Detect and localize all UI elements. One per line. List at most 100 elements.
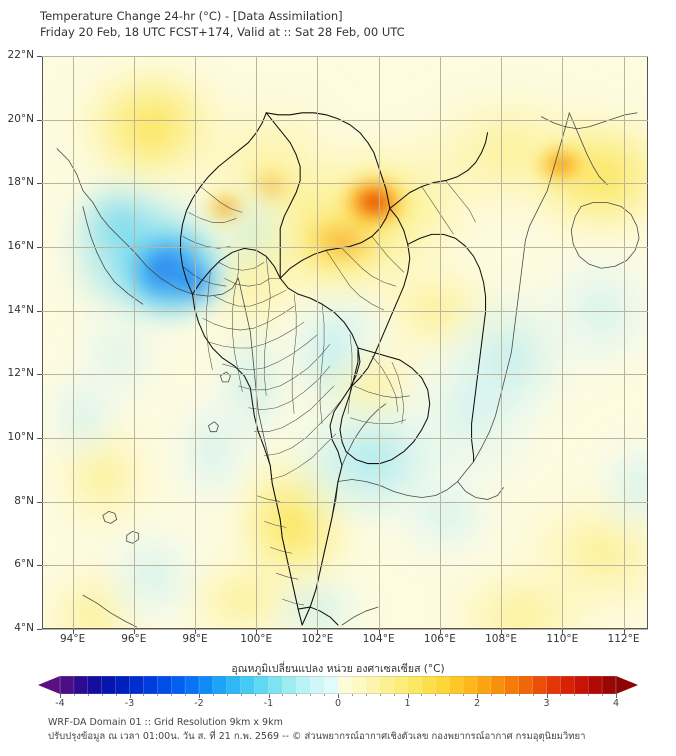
gridline-lon — [195, 56, 197, 629]
tick-lon — [623, 629, 625, 634]
colorbar-tick-minor — [365, 694, 367, 696]
colorbar-tick-minor — [532, 694, 534, 696]
axis-label-lon: 110°E — [546, 633, 579, 645]
tick-lat — [37, 438, 42, 439]
gridline-lat — [42, 56, 648, 57]
tick-lon — [501, 629, 503, 634]
gridline-lat — [42, 374, 648, 376]
colorbar-tick-minor — [157, 694, 159, 696]
gridline-lat — [42, 501, 648, 503]
gridline-lon — [439, 56, 441, 629]
axis-label-lon: 102°E — [301, 633, 334, 645]
colorbar-tick-minor — [254, 694, 256, 696]
axis-label-lat: 10°N — [7, 431, 34, 443]
axis-label-lat: 18°N — [7, 176, 34, 189]
colorbar-tick-minor — [226, 694, 228, 696]
colorbar-tick-minor — [435, 694, 437, 696]
gridline-lat — [42, 438, 648, 439]
colorbar-tick-minor — [87, 694, 89, 696]
colorbar-tick-label: 1 — [404, 698, 411, 709]
tick-lon — [133, 629, 135, 634]
tick-lat — [37, 119, 42, 121]
colorbar-tick-label: 0 — [334, 698, 342, 709]
colorbar-tick-minor — [115, 694, 117, 696]
tick-lat — [37, 629, 42, 630]
colorbar-tick-minor — [393, 694, 395, 696]
colorbar-tick-minor — [240, 694, 242, 696]
colorbar-tick-minor — [574, 694, 576, 696]
gridline-lat — [42, 565, 648, 567]
colorbar-tick-minor — [449, 694, 451, 696]
colorbar-tick-label: -2 — [194, 698, 204, 709]
colorbar-tick-minor — [379, 694, 381, 696]
tick-lon — [256, 629, 258, 634]
colorbar-tick-minor — [560, 694, 562, 696]
gridline-lat — [42, 310, 648, 312]
colorbar-tick-minor — [421, 694, 423, 696]
colorbar-tick-major — [477, 694, 478, 698]
axis-label-lon: 106°E — [423, 633, 456, 645]
colorbar-tick-label: 3 — [543, 698, 550, 709]
axis-label-lon: 104°E — [362, 633, 395, 645]
axis-label-lon: 100°E — [240, 633, 273, 645]
colorbar-tick-major — [199, 694, 200, 698]
tick-lat — [37, 374, 42, 376]
tick-lon — [439, 629, 441, 634]
gridline-lon — [317, 56, 319, 629]
colorbar-tick-minor — [282, 694, 284, 696]
colorbar-tick-minor — [504, 694, 506, 696]
gridline-lon — [501, 56, 503, 629]
colorbar-tick-major — [338, 694, 339, 698]
colorbar-tick-minor — [463, 694, 465, 696]
colorbar-tick-minor — [101, 694, 103, 696]
gridline-lat — [42, 119, 648, 121]
tick-lon — [562, 629, 564, 634]
colorbar-tick-label: -1 — [263, 698, 274, 709]
colorbar-tick-major — [268, 694, 270, 698]
colorbar-tick-major — [60, 694, 61, 698]
colorbar[interactable] — [38, 676, 638, 694]
axis-label-lat: 12°N — [7, 367, 34, 380]
colorbar-tick-minor — [73, 694, 75, 696]
map-figure: 94°E 96°E 98°E 100°E 102°E 104°E 106°E 108°E 110… — [7, 49, 648, 645]
axis-label-lat: 8°N — [14, 494, 34, 507]
axis-label-lon: 108°E — [485, 633, 518, 645]
axis-label-lat: 14°N — [7, 303, 34, 316]
colorbar-tick-minor — [212, 694, 214, 696]
colorbar-tick-major — [616, 694, 617, 698]
colorbar-tick-minor — [588, 694, 590, 696]
axis-label-lon: 98°E — [182, 633, 208, 645]
colorbar-tick-major — [546, 694, 548, 698]
footer-credit-line: ปรับปรุงข้อมูล ณ เวลา 01:00น. วัน ส. ที่… — [48, 731, 586, 742]
colorbar-tick-minor — [602, 694, 604, 696]
colorbar-tick-minor — [490, 694, 492, 696]
tick-lat — [37, 247, 42, 248]
colorbar-tick-minor — [185, 694, 187, 696]
gridline-lon — [72, 56, 74, 629]
axis-label-lon: 112°E — [607, 633, 640, 645]
gridline-lon — [133, 56, 135, 629]
footer-domain-line: WRF-DA Domain 01 :: Grid Resolution 9km … — [48, 717, 283, 728]
tick-lat — [37, 310, 42, 312]
temperature-anomaly-field — [43, 57, 647, 628]
colorbar-tick-major — [407, 694, 409, 698]
tick-lon — [72, 629, 74, 634]
tick-lat — [37, 565, 42, 567]
axis-label-lon: 96°E — [121, 633, 147, 645]
gridline-lon — [378, 56, 380, 629]
colorbar-tick-label: -3 — [124, 698, 135, 709]
colorbar-tick-minor — [143, 694, 145, 696]
title-block: Temperature Change 24-hr (°C) - [Data As… — [40, 8, 640, 40]
page-title: Temperature Change 24-hr (°C) - [Data As… — [40, 9, 343, 23]
gridline-lon — [562, 56, 564, 629]
axis-label-lat: 20°N — [7, 112, 34, 125]
axis-label-lat: 6°N — [14, 558, 34, 571]
axis-label-lat: 22°N — [7, 49, 34, 61]
colorbar-tick-label: 4 — [612, 698, 620, 709]
gridline-lat — [42, 247, 648, 248]
map-plot-area[interactable] — [42, 56, 648, 629]
gridline-lon — [256, 56, 258, 629]
colorbar-tick-label: 2 — [473, 698, 481, 709]
footer-block: WRF-DA Domain 01 :: Grid Resolution 9km … — [48, 716, 668, 744]
colorbar-tick-minor — [518, 694, 520, 696]
